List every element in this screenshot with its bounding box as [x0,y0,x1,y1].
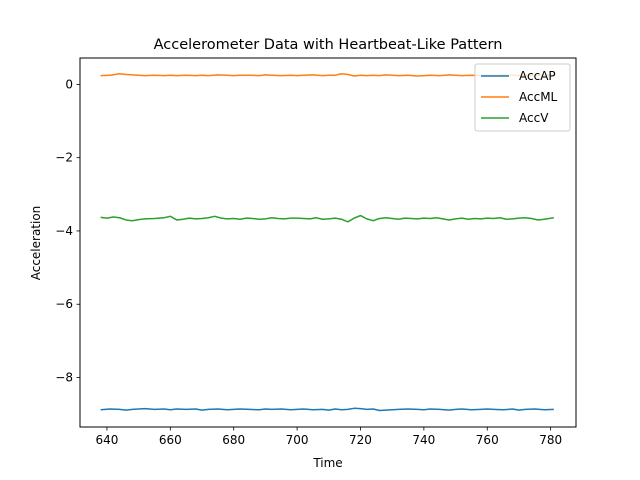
x-tick-label: 660 [159,433,182,447]
x-axis-ticks: 640 660 680 700 720 740 760 780 [95,427,562,447]
y-tick-label: −4 [55,224,73,238]
legend-label: AccV [519,111,549,125]
series-line-accv [100,214,554,223]
y-tick-label: −6 [55,297,73,311]
x-tick-label: 740 [412,433,435,447]
x-tick-label: 780 [539,433,562,447]
x-tick-label: 700 [286,433,309,447]
plot-frame [79,57,577,428]
legend-box [474,63,571,132]
x-tick-label: 720 [349,433,372,447]
x-tick-label: 640 [95,433,118,447]
y-tick-label: −8 [55,371,73,385]
legend: AccAP AccML AccV [474,63,571,132]
series-line-accml [100,73,554,77]
legend-label: AccAP [519,69,556,83]
series-line-accap [100,407,554,412]
y-tick-label: 0 [65,77,73,91]
legend-label: AccML [519,90,558,104]
y-axis-label: Acceleration [29,206,43,281]
x-axis-label: Time [312,456,342,470]
x-tick-label: 680 [222,433,245,447]
chart-title: Accelerometer Data with Heartbeat-Like P… [154,37,503,53]
y-tick-label: −2 [55,151,73,165]
x-tick-label: 760 [476,433,499,447]
y-axis-ticks: 0 −2 −4 −6 −8 [55,77,80,385]
plot-lines [100,73,554,412]
